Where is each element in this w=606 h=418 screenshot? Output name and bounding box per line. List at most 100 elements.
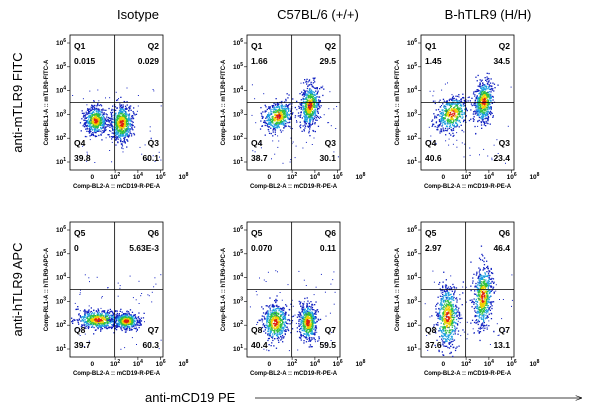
event-dot [97,324,99,326]
event-dot [478,98,480,100]
event-dot [463,156,465,158]
event-dot [130,119,132,121]
event-dot [149,130,151,132]
event-dot [96,115,99,117]
event-dot [453,100,456,102]
event-dot [264,120,266,122]
tick-base: 10 [110,361,118,368]
event-dot [309,92,311,94]
event-dot [124,117,126,119]
event-dot [484,91,486,93]
event-dot [90,110,92,112]
event-dot [299,121,301,123]
event-dot [113,321,115,324]
event-dot [484,109,486,111]
event-dot [313,97,315,100]
event-dot [309,99,311,101]
event-dot [308,130,310,132]
event-dot [281,120,283,123]
event-dot [446,109,448,111]
event-dot [328,122,330,124]
event-dot [287,116,289,118]
event-dot [113,109,115,111]
event-dot [119,110,121,113]
event-dot [120,308,122,310]
event-dot [440,120,442,123]
event-dot [93,313,95,315]
event-dot [307,96,309,98]
event-dot [314,105,316,107]
event-dot [485,120,487,123]
event-dot [458,112,461,114]
event-dot [273,305,275,308]
event-dot [315,104,317,107]
event-dot [446,125,448,127]
quadrant-name: Q3 [499,138,511,148]
event-dot [479,82,481,84]
event-dot [125,321,127,323]
event-dot [93,314,95,316]
event-dot [120,328,122,330]
event-dot [110,314,112,316]
event-dot [102,123,104,125]
event-dot [461,117,463,119]
event-dot [286,113,288,115]
event-dot [97,117,100,119]
event-dot [130,117,132,119]
event-dot [297,115,299,117]
event-dot [487,120,489,122]
event-dot [269,107,271,109]
event-dot [310,96,312,98]
event-dot [313,110,315,112]
event-dot [479,117,481,118]
event-dot [107,287,109,289]
event-dot [300,103,302,105]
event-dot [456,132,458,134]
event-dot [83,310,85,312]
quadrant-value: 0.029 [138,56,160,66]
event-dot [135,327,137,329]
event-dot [139,324,141,326]
event-dot [114,112,116,114]
event-dot [109,319,111,321]
event-dot [279,334,281,336]
event-dot [435,109,437,111]
event-dot [121,122,123,125]
event-dot [121,325,123,327]
event-dot [487,122,489,125]
quadrant-value: 38.7 [251,153,268,163]
event-dot [439,124,441,126]
event-dot [98,119,100,121]
event-dot [462,103,465,105]
event-dot [110,113,113,115]
event-dot [105,313,107,315]
event-dot [271,313,274,315]
event-dot [116,116,118,118]
event-dot [282,130,284,132]
event-dot [122,124,124,126]
event-dot [477,98,479,100]
event-dot [273,315,275,317]
event-dot [98,108,100,110]
event-dot [109,311,111,313]
event-dot [96,125,98,127]
quadrant-value: 60.1 [142,153,159,163]
event-dot [489,93,492,96]
event-dot [266,310,269,312]
event-dot [120,129,122,131]
event-dot [274,133,276,136]
event-dot [314,123,316,125]
event-dot [309,114,312,117]
event-dot [317,104,319,106]
event-dot [286,93,288,95]
x-tick-label: 106 [507,172,517,181]
event-dot [121,121,123,123]
event-dot [319,106,321,109]
event-dot [473,103,475,104]
event-dot [105,109,107,111]
event-dot [270,345,272,347]
event-dot [447,104,449,106]
event-dot [111,125,114,127]
event-dot [312,94,314,96]
event-dot [483,101,485,103]
